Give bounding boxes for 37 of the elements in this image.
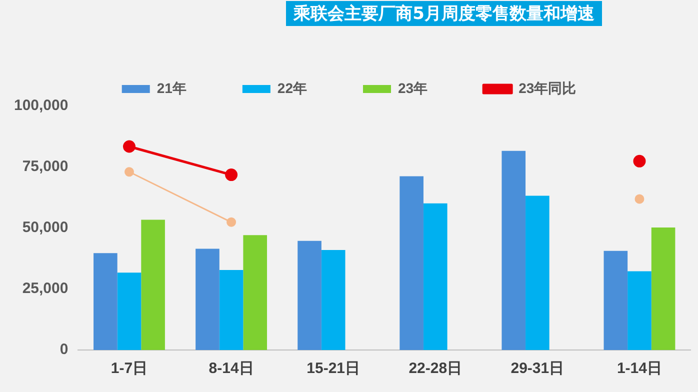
y-tick-label: 25,000	[22, 280, 68, 298]
bar	[94, 253, 118, 350]
bar	[219, 270, 244, 350]
legend-label: 23年	[398, 80, 428, 96]
bar	[604, 250, 628, 350]
bar	[196, 248, 220, 350]
x-tick-label: 1-7日	[110, 360, 148, 378]
chart-title: 乘联会主要厂商5月周度零售数量和增速	[286, 0, 602, 26]
legend-label: 22年	[277, 80, 308, 96]
point	[124, 167, 134, 177]
legend-label: 21年	[156, 80, 186, 96]
bar	[502, 150, 526, 350]
point	[634, 194, 644, 204]
bar	[243, 235, 268, 350]
bar	[526, 196, 550, 350]
point	[122, 140, 136, 153]
bar	[651, 228, 676, 350]
bar	[298, 240, 322, 350]
bar	[628, 271, 652, 350]
point	[633, 154, 646, 168]
legend-label: 23年同比	[518, 80, 576, 96]
x-tick-label: 1-14日	[616, 360, 662, 378]
y-tick-label: 100,000	[14, 97, 68, 114]
bar	[117, 272, 142, 350]
x-tick-label: 15-21日	[306, 360, 360, 378]
y-tick-label: 75,000	[22, 158, 68, 176]
y-tick-label: 0	[60, 341, 68, 358]
x-tick-label: 8-14日	[208, 360, 254, 378]
point	[225, 168, 238, 182]
bar	[321, 250, 346, 350]
bar	[141, 220, 165, 350]
x-tick-label: 22-28日	[408, 360, 462, 378]
bar	[423, 203, 448, 350]
point	[226, 217, 236, 227]
y-tick-label: 50,000	[22, 219, 68, 236]
x-tick-label: 29-31日	[510, 360, 564, 378]
bar	[400, 176, 424, 350]
